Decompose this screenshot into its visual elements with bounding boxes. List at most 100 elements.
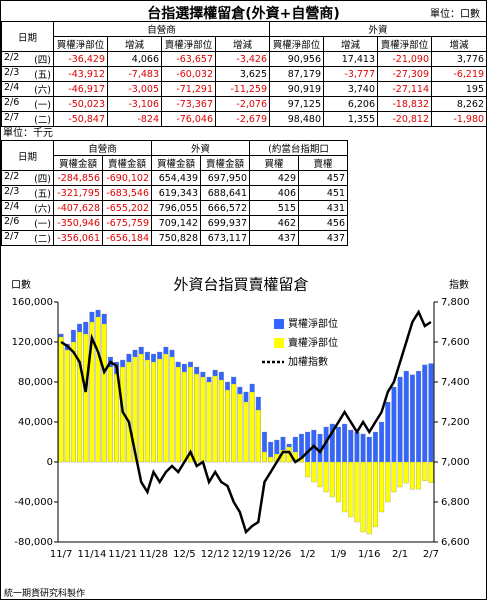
legend-swatch <box>274 319 284 329</box>
value-cell: 796,055 <box>151 200 202 216</box>
value-cell: -6,219 <box>431 66 487 82</box>
weekday: (二) <box>34 234 51 245</box>
bar <box>385 401 391 463</box>
bar <box>391 386 397 463</box>
group-header: 外資 <box>269 21 487 37</box>
value-cell: -2,679 <box>214 111 271 127</box>
tick-label: 7,000 <box>441 457 470 468</box>
value-cell: 429 <box>249 170 300 186</box>
bar <box>403 370 409 463</box>
value-cell: -3,777 <box>323 66 379 82</box>
date: 2/2 <box>4 171 20 183</box>
value-cell: 654,439 <box>151 170 202 186</box>
bar <box>181 371 187 463</box>
x-tick-label: 1/2 <box>300 549 316 560</box>
bar <box>379 461 385 513</box>
tick-label: 7,600 <box>441 337 470 348</box>
value-cell: -7,483 <box>107 66 162 82</box>
value-cell: 3,625 <box>214 66 271 82</box>
group-header: 自營商 <box>52 140 153 156</box>
legend-label: 加權指數 <box>288 355 328 368</box>
value-cell: -63,657 <box>161 51 216 67</box>
weekday: (六) <box>34 204 51 215</box>
bar <box>397 461 403 488</box>
value-cell: -656,184 <box>101 230 153 246</box>
x-tick-label: 11/21 <box>108 549 137 560</box>
column-header: 買權淨部位 <box>269 36 325 52</box>
date-cell: 2/3 (五) <box>1 185 54 201</box>
group-header: 外資 <box>151 140 251 156</box>
value-cell: 195 <box>431 81 487 97</box>
header-row: 買權金額 賣權金額 買權金額 賣權金額 買權 賣權 <box>2 155 349 171</box>
bar <box>348 429 354 463</box>
bar <box>212 375 218 463</box>
x-tick-label: 12/26 <box>262 549 291 560</box>
value-cell: 462 <box>249 215 300 231</box>
bar <box>188 366 194 463</box>
bar <box>329 461 335 498</box>
value-cell: -36,429 <box>53 51 108 67</box>
value-cell: 437 <box>298 230 349 246</box>
value-cell: -683,546 <box>101 185 153 201</box>
x-tick-label: 12/19 <box>232 549 261 560</box>
bar <box>422 364 428 463</box>
bar <box>323 461 329 493</box>
weekday: (五) <box>34 189 51 200</box>
value-cell: 673,117 <box>200 230 251 246</box>
bar <box>379 421 385 463</box>
bar <box>64 349 70 463</box>
bar <box>194 373 200 463</box>
bar <box>397 376 403 463</box>
bar <box>95 316 101 463</box>
legend-label: 賣權淨部位 <box>288 336 338 349</box>
date-header: 日期 <box>1 140 54 171</box>
column-header: 賣權金額 <box>101 155 153 171</box>
x-tick-label: 2/1 <box>392 549 408 560</box>
bar <box>231 383 237 463</box>
data-row: 2/2 (四) -284,856 -690,102 654,439 697,950 429 4… <box>1 170 349 186</box>
value-cell: 97,125 <box>269 96 325 112</box>
value-cell: -60,032 <box>161 66 216 82</box>
tick-label: 7,200 <box>441 417 470 428</box>
bar <box>354 431 360 463</box>
value-cell: -1,980 <box>431 111 487 127</box>
date-cell: 2/3 (五) <box>1 66 54 82</box>
value-cell: 90,919 <box>269 81 325 97</box>
group-header: 自營商 <box>52 21 271 37</box>
data-row: 2/6 (一) -350,946 -675,759 709,142 699,937 462 4… <box>1 215 349 231</box>
value-cell: -284,856 <box>53 170 103 186</box>
date-cell: 2/7 (二) <box>1 230 54 246</box>
value-cell: -50,847 <box>53 111 108 127</box>
date: 2/2 <box>4 52 20 64</box>
date-cell: 2/6 (一) <box>1 215 54 231</box>
value-cell: 406 <box>249 185 300 201</box>
x-tick-label: 11/14 <box>77 549 106 560</box>
tick-label: 7,800 <box>441 297 470 308</box>
bar <box>428 363 434 463</box>
bar <box>101 323 107 463</box>
date: 2/7 <box>4 112 20 124</box>
chart: 外資台指買賣權留倉 口數 指數 -80,000 -40,000 0 40,000 80,000… <box>11 276 470 561</box>
date: 2/4 <box>4 82 20 94</box>
weekday: (二) <box>34 115 51 126</box>
tick-label: 6,800 <box>441 497 470 508</box>
data-row: 2/6 (一) -50,023 -3,106 -73,367 -2,076 97,125 6,… <box>1 96 487 112</box>
data-row: 2/3 (五) -321,795 -683,546 619,343 688,641 406 4… <box>1 185 349 201</box>
value-cell: -27,309 <box>377 66 433 82</box>
column-header: 增減 <box>214 36 271 52</box>
bar <box>249 391 255 463</box>
bar <box>83 333 89 463</box>
data-row: 2/4 (六) -407,628 -655,202 796,055 666,572 515 4… <box>1 200 349 216</box>
value-cell: 87,179 <box>269 66 325 82</box>
value-cell: 699,937 <box>200 215 251 231</box>
column-header: 賣權淨部位 <box>377 36 433 52</box>
bar <box>70 341 76 463</box>
bar <box>218 379 224 463</box>
date-cell: 2/2 (四) <box>1 170 54 186</box>
footer: 統一期貨研究科製作 <box>4 589 86 599</box>
bar <box>58 336 64 463</box>
value-cell: -675,759 <box>101 215 153 231</box>
value-cell: -2,076 <box>214 96 271 112</box>
value-cell: 3,740 <box>323 81 379 97</box>
column-header: 增減 <box>431 36 487 52</box>
